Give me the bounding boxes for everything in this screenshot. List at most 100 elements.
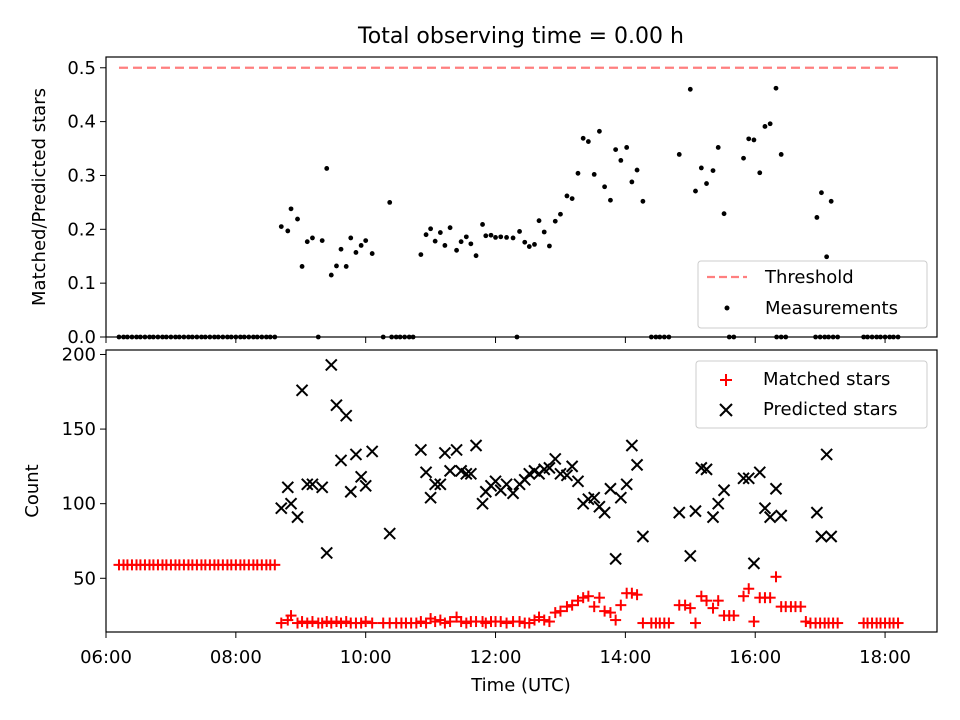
- predicted-star-marker: [824, 530, 838, 543]
- predicted-star-marker: [769, 482, 783, 495]
- measurement-point: [687, 86, 693, 92]
- measurement-point: [418, 252, 424, 258]
- measurement-point: [504, 234, 509, 240]
- matched-star-marker: [588, 601, 600, 613]
- matched-star-marker: [495, 616, 507, 628]
- predicted-star-marker: [636, 530, 650, 543]
- predicted-star-marker: [284, 497, 298, 510]
- measurement-point: [597, 128, 602, 134]
- ratio-y-tick-label: 0.2: [67, 219, 96, 240]
- predicted-star-marker: [320, 546, 333, 560]
- measurement-point: [767, 121, 773, 127]
- matched-star-marker: [275, 617, 287, 629]
- matched-star-marker: [335, 617, 347, 629]
- measurement-point: [757, 170, 763, 176]
- predicted-star-marker: [560, 469, 574, 482]
- predicted-star-marker: [689, 504, 702, 518]
- measurement-point: [288, 206, 294, 212]
- x-axis-label: Time (UTC): [470, 675, 571, 696]
- measurement-point: [773, 85, 779, 91]
- predicted-star-marker: [414, 443, 428, 457]
- measurement-point: [640, 198, 646, 204]
- matched-star-marker: [577, 592, 589, 604]
- matched-star-marker: [712, 595, 724, 607]
- predicted-star-marker: [359, 479, 372, 492]
- predicted-star-marker: [428, 478, 442, 491]
- count-x-axis: 06:00 08:00 10:00 12:00 14:00 16:00 18:00: [80, 632, 911, 668]
- measurement-point: [463, 234, 469, 240]
- threshold-legend-label: Threshold: [764, 267, 854, 288]
- measurement-point: [526, 244, 532, 249]
- measurement-point: [624, 145, 630, 150]
- predicted-star-marker: [742, 472, 755, 485]
- predicted-star-marker: [349, 448, 363, 461]
- count-legend-box: [695, 360, 928, 429]
- chart-title: Total observing time = 0.00 h: [357, 24, 684, 49]
- measurement-point: [423, 232, 429, 238]
- ratio-x-ticks: [105, 337, 886, 343]
- predicted-star-marker: [434, 478, 447, 491]
- measurement-point: [613, 147, 619, 153]
- matched-legend-label: Matched stars: [763, 369, 890, 390]
- count-y-tick-label: 150: [62, 419, 96, 440]
- count-y-tick-label: 50: [73, 568, 96, 589]
- measurement-point: [353, 250, 359, 255]
- measurement-point: [517, 229, 522, 234]
- predicted-star-marker: [598, 506, 611, 519]
- ratio-axes-frame: [105, 56, 938, 338]
- predicted-star-marker: [340, 409, 353, 422]
- measurement-point: [634, 167, 640, 173]
- x-tick-label: 18:00: [859, 647, 911, 668]
- matched-star-marker: [599, 605, 611, 617]
- count-y-tick-label: 100: [62, 494, 96, 515]
- matched-star-marker: [743, 583, 755, 595]
- measurement-point: [569, 196, 575, 202]
- predicted-star-marker: [747, 557, 761, 570]
- ratio-legend[interactable]: Threshold Measurements: [697, 260, 928, 329]
- predicted-star-marker: [717, 484, 731, 497]
- predicted-star-marker: [281, 481, 294, 494]
- matched-star-marker: [728, 610, 740, 622]
- predicted-star-marker: [549, 452, 562, 466]
- predicted-star-marker: [506, 487, 520, 500]
- measurement-point: [334, 263, 339, 269]
- matched-star-marker: [707, 602, 719, 614]
- ratio-y-tick-label: 0.0: [67, 327, 96, 348]
- measurement-point: [746, 136, 752, 142]
- matched-star-marker: [738, 590, 750, 602]
- ratio-y-tick-label: 0.3: [67, 165, 96, 186]
- measurement-point: [454, 247, 459, 253]
- matched-star-marker: [764, 592, 776, 604]
- predicted-star-marker: [673, 506, 686, 519]
- predicted-star-marker: [706, 510, 720, 524]
- measurement-point: [741, 155, 746, 161]
- matched-star-marker: [306, 616, 318, 628]
- matched-star-marker: [538, 614, 550, 626]
- measurement-point: [304, 239, 310, 245]
- measurement-point: [564, 193, 570, 199]
- measurement-point: [498, 234, 504, 240]
- matched-star-marker: [514, 616, 526, 628]
- matched-star-marker: [269, 559, 281, 571]
- count-legend[interactable]: Matched stars Predicted stars: [695, 360, 928, 429]
- measurement-point: [437, 230, 443, 235]
- predicted-star-marker: [450, 443, 463, 457]
- predicted-star-marker: [820, 448, 833, 461]
- x-tick-label: 10:00: [340, 647, 392, 668]
- measurement-point: [704, 181, 709, 186]
- measurement-point: [358, 243, 364, 248]
- measurement-point: [558, 211, 563, 217]
- matched-star-marker: [429, 616, 441, 628]
- predicted-star-marker: [365, 445, 379, 458]
- measurement-point: [488, 232, 494, 238]
- measurement-point: [324, 166, 330, 171]
- predicted-star-marker: [460, 467, 473, 481]
- measurement-point: [828, 198, 834, 204]
- matched-star-marker: [360, 616, 372, 628]
- measurement-point: [442, 243, 448, 248]
- measurement-point: [458, 239, 464, 245]
- measurement-point: [721, 211, 727, 217]
- matched-star-marker: [770, 571, 782, 583]
- matched-star-marker: [325, 617, 337, 629]
